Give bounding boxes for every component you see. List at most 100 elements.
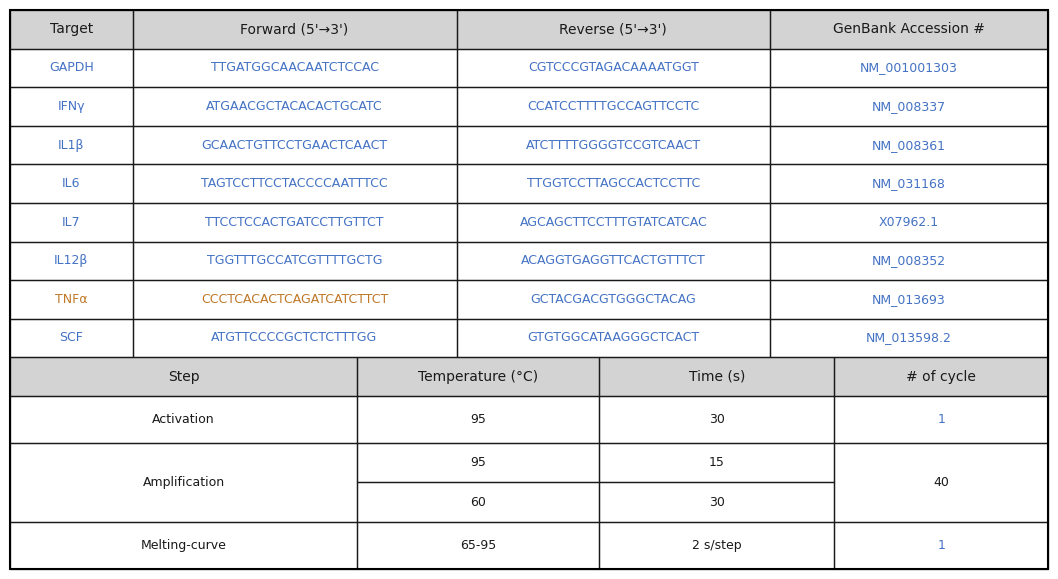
Text: 40: 40 xyxy=(933,476,949,489)
Bar xyxy=(835,396,1048,443)
Text: CCCTCACACTCAGATCATCTTCT: CCCTCACACTCAGATCATCTTCT xyxy=(201,293,388,306)
Bar xyxy=(10,241,132,280)
Bar xyxy=(10,318,132,357)
Bar xyxy=(132,280,457,318)
Bar xyxy=(10,396,358,443)
Bar xyxy=(132,49,457,87)
Text: ATGAACGCTACACACTGCATC: ATGAACGCTACACACTGCATC xyxy=(206,100,383,113)
Bar xyxy=(770,318,1048,357)
Bar xyxy=(457,280,770,318)
Bar xyxy=(770,164,1048,203)
Bar xyxy=(10,126,132,164)
Text: GCTACGACGTGGGCTACAG: GCTACGACGTGGGCTACAG xyxy=(530,293,696,306)
Bar xyxy=(132,126,457,164)
Text: NM_008361: NM_008361 xyxy=(872,138,946,152)
Bar xyxy=(358,482,600,522)
Text: IFNγ: IFNγ xyxy=(57,100,85,113)
Bar xyxy=(132,203,457,241)
Bar xyxy=(600,357,835,396)
Bar xyxy=(10,126,132,164)
Bar xyxy=(132,280,457,318)
Text: GenBank Accession #: GenBank Accession # xyxy=(833,23,985,36)
Bar xyxy=(132,318,457,357)
Bar xyxy=(600,482,835,522)
Text: Step: Step xyxy=(168,369,200,383)
Bar xyxy=(10,10,132,49)
Bar xyxy=(835,357,1048,396)
Bar xyxy=(132,10,457,49)
Bar xyxy=(600,482,835,522)
Bar xyxy=(358,443,600,482)
Text: NM_013693: NM_013693 xyxy=(872,293,946,306)
Bar xyxy=(457,164,770,203)
Bar xyxy=(600,357,835,396)
Bar xyxy=(10,87,132,126)
Bar xyxy=(770,10,1048,49)
Bar xyxy=(358,357,600,396)
Bar xyxy=(770,126,1048,164)
Text: Amplification: Amplification xyxy=(143,476,224,489)
Text: 1: 1 xyxy=(937,413,945,426)
Text: TNFα: TNFα xyxy=(55,293,88,306)
Bar xyxy=(10,280,132,318)
Bar xyxy=(457,10,770,49)
Bar xyxy=(132,241,457,280)
Bar xyxy=(600,522,835,569)
Bar xyxy=(132,87,457,126)
Bar xyxy=(835,443,1048,522)
Bar xyxy=(835,443,1048,522)
Bar xyxy=(770,10,1048,49)
Bar xyxy=(10,522,358,569)
Bar xyxy=(600,396,835,443)
Text: ATCTTTTGGGGTCCGTCAACT: ATCTTTTGGGGTCCGTCAACT xyxy=(526,138,700,152)
Text: 2 s/step: 2 s/step xyxy=(692,539,742,552)
Bar xyxy=(132,10,457,49)
Bar xyxy=(835,396,1048,443)
Bar xyxy=(358,482,600,522)
Bar xyxy=(132,203,457,241)
Text: NM_031168: NM_031168 xyxy=(872,177,946,190)
Bar xyxy=(10,164,132,203)
Text: IL6: IL6 xyxy=(62,177,80,190)
Bar xyxy=(10,280,132,318)
Text: 65-95: 65-95 xyxy=(460,539,496,552)
Bar xyxy=(10,318,132,357)
Bar xyxy=(358,396,600,443)
Text: GAPDH: GAPDH xyxy=(49,61,93,74)
Bar xyxy=(132,241,457,280)
Text: Target: Target xyxy=(50,23,93,36)
Text: IL1β: IL1β xyxy=(58,138,85,152)
Bar xyxy=(358,522,600,569)
Text: IL7: IL7 xyxy=(62,216,80,229)
Text: IL12β: IL12β xyxy=(54,254,89,267)
Text: GCAACTGTTCCTGAACTCAACT: GCAACTGTTCCTGAACTCAACT xyxy=(201,138,387,152)
Bar xyxy=(457,318,770,357)
Text: ATGTTCCCCGCTCTCTTTGG: ATGTTCCCCGCTCTCTTTGG xyxy=(212,332,378,345)
Bar xyxy=(10,203,132,241)
Text: CCATCCTTTTGCCAGTTCCTC: CCATCCTTTTGCCAGTTCCTC xyxy=(527,100,699,113)
Text: Time (s): Time (s) xyxy=(689,369,745,383)
Bar xyxy=(132,164,457,203)
Bar xyxy=(10,396,358,443)
Bar xyxy=(457,164,770,203)
Bar xyxy=(770,126,1048,164)
Bar xyxy=(770,280,1048,318)
Bar xyxy=(132,126,457,164)
Bar xyxy=(600,522,835,569)
Bar xyxy=(358,443,600,482)
Bar xyxy=(770,87,1048,126)
Text: Forward (5'→3'): Forward (5'→3') xyxy=(240,23,349,36)
Bar xyxy=(600,443,835,482)
Bar xyxy=(457,87,770,126)
Bar xyxy=(10,443,358,522)
Bar xyxy=(10,10,132,49)
Text: NM_013598.2: NM_013598.2 xyxy=(867,332,952,345)
Bar xyxy=(10,241,132,280)
Bar xyxy=(457,10,770,49)
Bar xyxy=(10,49,132,87)
Bar xyxy=(770,203,1048,241)
Bar xyxy=(457,126,770,164)
Bar xyxy=(770,49,1048,87)
Text: 1: 1 xyxy=(937,539,945,552)
Bar xyxy=(457,49,770,87)
